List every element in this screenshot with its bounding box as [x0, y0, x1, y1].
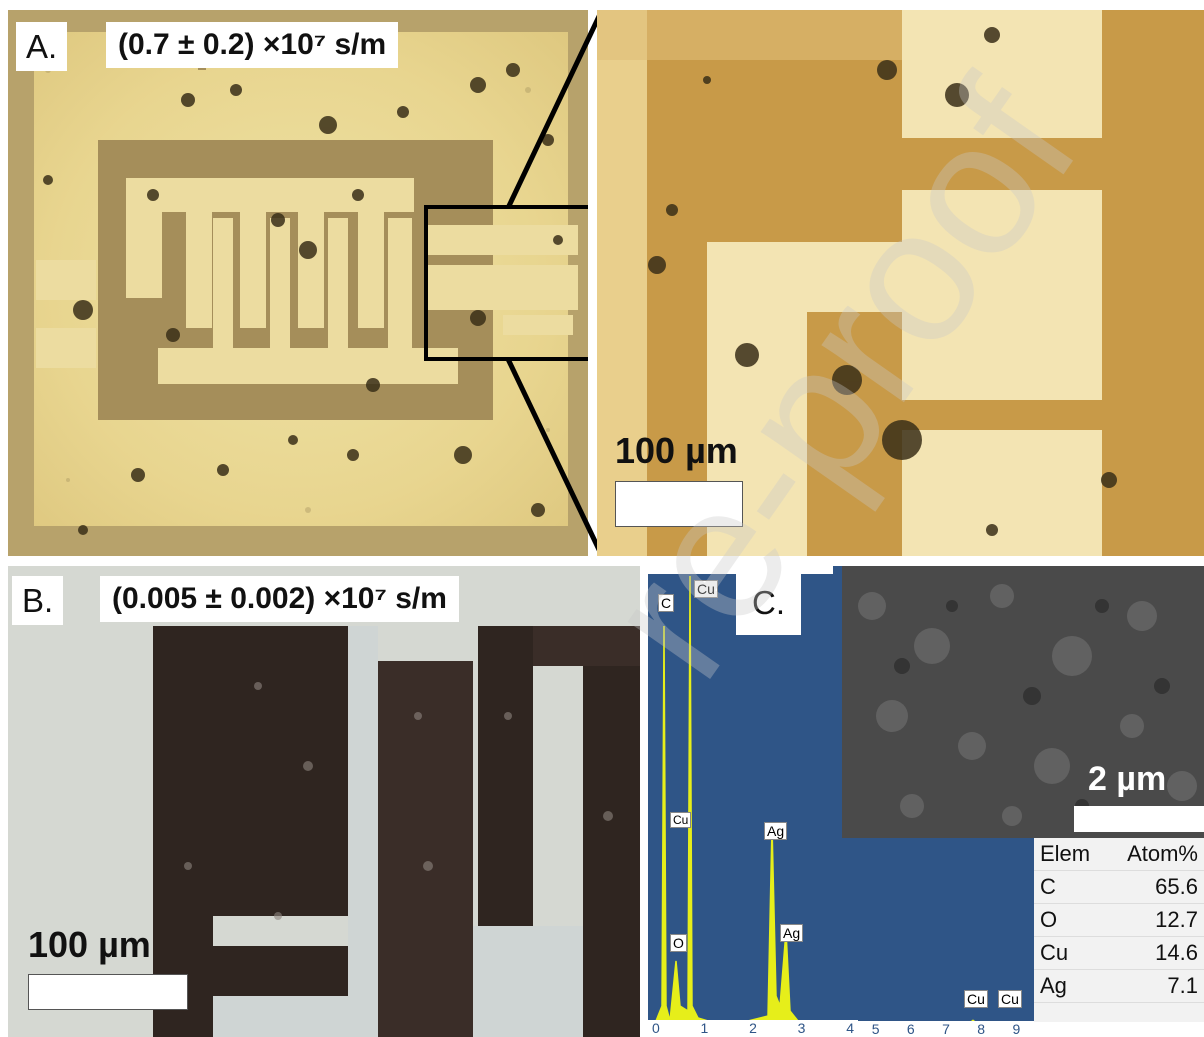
panel-b-micrograph: B. (0.005 ± 0.002) ×10⁷ s/m 100 µm — [8, 566, 640, 1037]
panel-a-zoom: 100 µm — [597, 10, 1204, 556]
panel-b-scale-bar — [28, 974, 188, 1010]
zoom-connector-lines — [505, 10, 605, 556]
table-row: O 12.7 — [1034, 903, 1204, 937]
table-row: Cu 14.6 — [1034, 936, 1204, 970]
peak-label-c: C — [658, 594, 675, 612]
x-tick: 4 — [846, 1020, 854, 1036]
panel-a-scale-label: 100 µm — [615, 430, 738, 471]
spectrum-x-axis-tail: 5 6 7 8 9 — [858, 1021, 1034, 1037]
cell-elem: Cu — [1034, 936, 1107, 970]
cell-elem: Ag — [1034, 969, 1107, 1003]
cell-atom: 65.6 — [1106, 870, 1204, 904]
table-row: C 65.6 — [1034, 870, 1204, 904]
sem-scale-bar — [1074, 806, 1204, 832]
cell-atom: 7.1 — [1106, 969, 1204, 1003]
x-tick: 8 — [977, 1021, 986, 1037]
peak-label-ag-2: Ag — [780, 924, 804, 942]
composition-table: Elem Atom% C 65.6 O 12.7 Cu 14.6 Ag 7.1 — [1034, 838, 1204, 1003]
panel-b-conductivity: (0.005 ± 0.002) ×10⁷ s/m — [100, 576, 459, 622]
x-tick: 2 — [749, 1020, 757, 1036]
x-tick: 1 — [700, 1020, 709, 1036]
header-elem: Elem — [1034, 838, 1107, 871]
spectrum-x-axis: 0 1 2 3 4 — [648, 1020, 858, 1037]
cell-elem: C — [1034, 870, 1107, 904]
peak-label-cu-k2: Cu — [998, 990, 1022, 1008]
electrode-pattern-a — [8, 10, 588, 556]
x-tick: 9 — [1012, 1021, 1021, 1037]
peak-label-cu-main: Cu — [694, 580, 718, 598]
cell-atom: 12.7 — [1106, 903, 1204, 937]
panel-a-conductivity: (0.7 ± 0.2) ×10⁷ s/m — [106, 22, 399, 68]
sem-texture — [842, 566, 1204, 838]
panel-a-scale-bar — [615, 481, 743, 527]
cell-elem: O — [1034, 903, 1107, 937]
eds-spectrum-plot — [648, 566, 858, 1037]
x-tick: 3 — [797, 1020, 806, 1036]
panel-a-micrograph: A. (0.7 ± 0.2) ×10⁷ s/m — [8, 10, 588, 556]
panel-a-label: A. — [16, 22, 68, 71]
x-tick: 6 — [906, 1021, 915, 1037]
panel-b-label: B. — [12, 576, 64, 625]
panel-b-scale-label: 100 µm — [28, 924, 151, 965]
peak-label-ag-1: Ag — [764, 822, 788, 840]
x-tick: 5 — [871, 1021, 880, 1037]
peak-label-o: O — [670, 934, 687, 952]
peak-label-cu-k1: Cu — [964, 990, 988, 1008]
table-header-row: Elem Atom% — [1034, 838, 1204, 871]
electrode-zoom-pattern — [597, 10, 1204, 556]
x-tick: 0 — [652, 1020, 660, 1036]
sem-image: 2 µm — [842, 566, 1204, 838]
element-composition-table: Elem Atom% C 65.6 O 12.7 Cu 14.6 Ag 7.1 — [1034, 838, 1204, 1022]
panel-c-label: C. — [736, 572, 801, 635]
eds-spectrum: C Cu Cu O Ag Ag 0 1 2 3 4 — [648, 566, 858, 1037]
table-row: Ag 7.1 — [1034, 969, 1204, 1003]
peak-label-cu-l: Cu — [670, 812, 692, 828]
header-atom: Atom% — [1106, 838, 1204, 871]
x-tick: 7 — [942, 1021, 950, 1037]
sem-scale-label: 2 µm — [1088, 760, 1167, 798]
electrode-pattern-b — [8, 566, 640, 1037]
eds-spectrum-tail: Cu Cu 5 6 7 8 9 — [858, 838, 1034, 1037]
cell-atom: 14.6 — [1106, 936, 1204, 970]
